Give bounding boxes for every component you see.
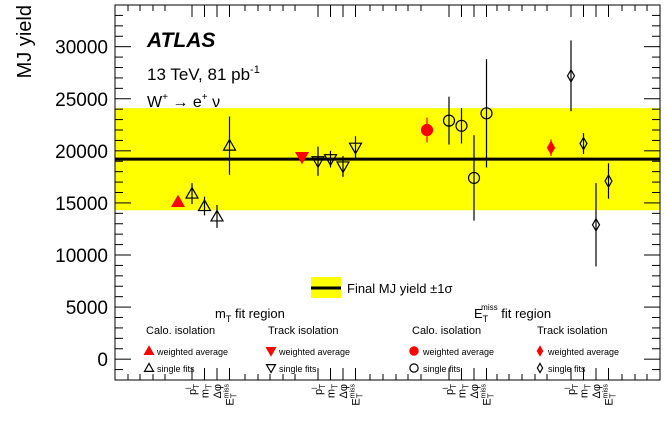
isolation-label: Calo. isolation — [146, 325, 215, 337]
energy-text: 13 TeV, 81 pb — [147, 65, 250, 84]
single-fit-point — [348, 142, 363, 155]
band-layer — [115, 108, 660, 211]
x-tick-label: ETmiss — [350, 384, 365, 406]
x-tick-label: pTl — [186, 384, 201, 395]
legend-marker-triangle-down-open — [265, 364, 277, 374]
y-tick-label: 5000 — [66, 298, 108, 319]
x-tick-label: Δφ — [591, 384, 603, 398]
single-fit-point — [310, 156, 326, 169]
x-tick-label: mT — [326, 384, 340, 398]
legend-marker-circle-filled — [409, 346, 419, 356]
channel-arrow: → — [172, 94, 188, 111]
single-fit-point — [209, 209, 225, 222]
legend-band-label: Final MJ yield ±1σ — [347, 281, 452, 296]
single-fit-point — [480, 107, 493, 120]
isolation-label: Track isolation — [537, 325, 608, 337]
single-fit-point — [222, 138, 237, 151]
x-tick-label: pTl — [312, 384, 327, 395]
text-layer: MJ yield ATLAS 13 TeV, 81 pb-1 W+ → e+ ν… — [14, 5, 619, 374]
legend-entry-label: weighted average — [422, 347, 494, 357]
legend-marker-diamond-filled — [536, 345, 544, 357]
legend-marker-triangle-down-filled — [265, 347, 277, 357]
y-axis-label: MJ yield — [14, 5, 36, 78]
single-fit-point — [197, 198, 212, 212]
legend-marker-circle-open — [409, 363, 419, 373]
x-tick-label: mT — [579, 384, 593, 398]
legend-entry-label: single fits — [548, 364, 586, 374]
axis-layer: 0 5000 10000 15000 20000 25000 30000 — [55, 4, 661, 381]
channel-e: e — [193, 94, 202, 111]
isolation-label: Calo. isolation — [412, 325, 481, 337]
legend-layer — [143, 277, 544, 374]
energy-label: 13 TeV, 81 pb-1 — [147, 64, 260, 84]
single-fit-point — [566, 68, 576, 84]
single-fit-point — [604, 173, 613, 189]
weighted-average-point — [420, 123, 434, 137]
y-tick-label: 30000 — [55, 38, 108, 59]
y-tick-label: 20000 — [55, 142, 108, 163]
single-fit-point — [467, 171, 481, 185]
legend-marker-triangle-up-filled — [143, 345, 155, 355]
legend-entry-label: single fits — [423, 364, 461, 374]
x-tick-label: ETmiss — [224, 384, 239, 406]
y-tick-label: 25000 — [55, 90, 108, 111]
channel-nu: ν — [212, 94, 220, 111]
legend-entry-label: weighted average — [547, 347, 619, 357]
weighted-average-point — [294, 151, 310, 165]
legend-entry-label: weighted average — [278, 347, 350, 357]
x-tick-label: Δφ — [469, 384, 481, 398]
region-title-mt: mT fit region — [215, 306, 285, 324]
x-tick-label: mT — [457, 384, 471, 398]
experiment-label: ATLAS — [146, 29, 215, 52]
points-layer — [170, 40, 613, 267]
legend-marker-diamond-open — [536, 362, 544, 374]
single-fit-point — [442, 114, 456, 127]
channel-w-sup: + — [162, 92, 168, 103]
x-tick-label: ETmiss — [481, 384, 496, 406]
legend-entry-label: weighted average — [156, 347, 228, 357]
x-tick-label: ETmiss — [603, 384, 618, 406]
weighted-average-point — [546, 140, 556, 155]
single-fit-point — [579, 136, 588, 151]
x-tick-label: pTl — [565, 384, 580, 395]
y-tick-label: 15000 — [55, 194, 108, 215]
legend-entry-label: single fits — [279, 364, 317, 374]
y-tick-label: 10000 — [55, 246, 108, 267]
channel-e-sup: + — [202, 92, 208, 103]
legend-entry-label: single fits — [157, 364, 195, 374]
channel-w: W — [147, 94, 163, 111]
y-tick-label: 0 — [97, 350, 108, 371]
channel-label: W+ → e+ ν — [147, 92, 220, 111]
region-title-etmiss: ETmiss fit region — [474, 303, 551, 324]
isolation-label: Track isolation — [268, 325, 339, 337]
energy-sup: -1 — [250, 64, 260, 76]
single-fit-point — [455, 119, 468, 132]
x-tick-label: pTl — [443, 384, 458, 395]
single-fit-point — [323, 154, 338, 167]
x-tick-label: Δφ — [212, 384, 224, 398]
single-fit-point — [184, 186, 200, 199]
x-tick-label: Δφ — [338, 384, 350, 398]
x-tick-label: mT — [200, 384, 214, 398]
legend-marker-triangle-up-open — [143, 362, 155, 372]
single-fit-point — [591, 217, 601, 232]
weighted-average-point — [170, 194, 186, 207]
single-fit-point — [335, 161, 351, 174]
